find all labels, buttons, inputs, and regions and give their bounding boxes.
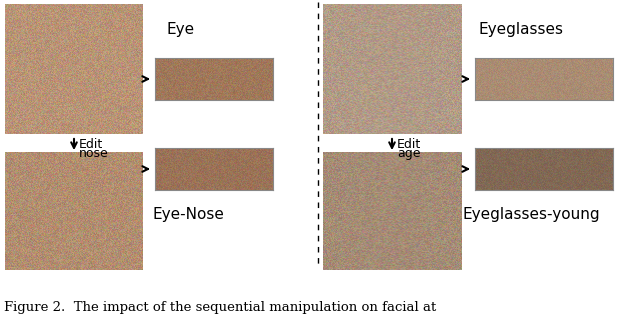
Text: Eye-Nose: Eye-Nose [152,207,224,222]
Text: Edit: Edit [79,138,103,151]
Text: age: age [397,147,420,160]
Text: nose: nose [79,147,108,160]
Text: Eyeglasses-young: Eyeglasses-young [462,207,600,222]
Text: Eye: Eye [167,22,195,37]
Text: Eyeglasses: Eyeglasses [478,22,563,37]
Text: Edit: Edit [397,138,421,151]
Text: Figure 2.  The impact of the sequential manipulation on facial at: Figure 2. The impact of the sequential m… [4,301,436,314]
